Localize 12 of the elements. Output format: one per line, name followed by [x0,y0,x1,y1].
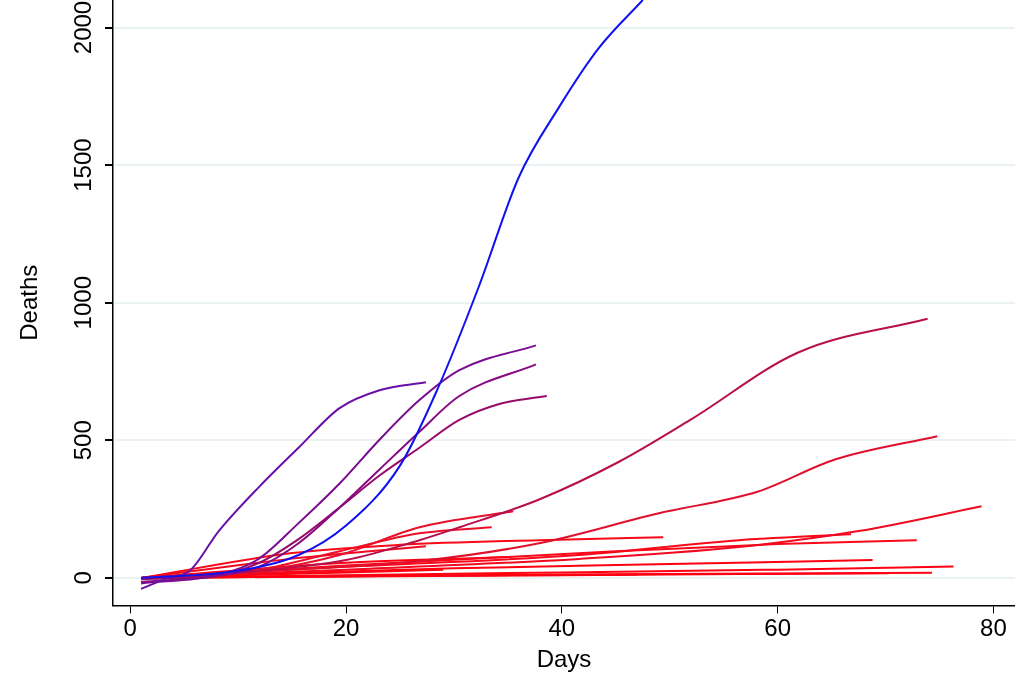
x-tick-label: 40 [548,614,576,642]
y-tick-label: 0 [68,571,96,585]
x-tick-label: 0 [123,614,137,642]
y-axis-title: Deaths [14,264,42,341]
x-tick-label: 60 [764,614,791,642]
x-tick-label: 80 [980,614,1007,642]
y-tick-label: 1000 [68,276,96,330]
y-tick-label: 1500 [68,138,96,192]
y-tick-label: 2000 [68,0,96,55]
x-axis-title: Days [536,645,592,673]
x-tick-label: 20 [332,614,360,642]
y-tick-label: 500 [68,420,96,461]
